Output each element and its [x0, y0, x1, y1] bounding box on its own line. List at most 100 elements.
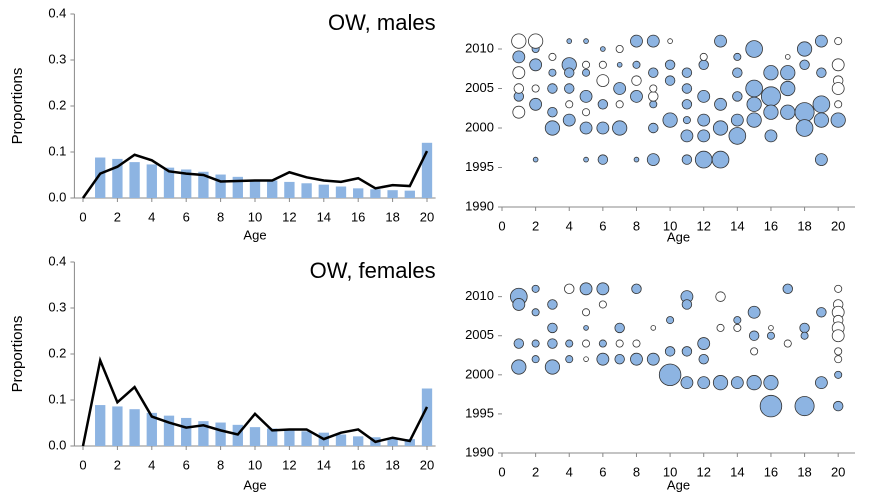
- bubble: [512, 66, 526, 80]
- bubble: [662, 112, 678, 128]
- bar: [353, 188, 364, 198]
- chart-title: OW, females: [310, 258, 436, 283]
- bubble: [795, 119, 814, 137]
- x-tick-label: 20: [420, 457, 434, 472]
- bubble: [565, 100, 574, 109]
- x-tick-label: 14: [317, 209, 331, 224]
- bubble: [730, 113, 744, 127]
- bubble: [598, 300, 607, 309]
- bubble: [583, 325, 589, 331]
- bar: [249, 427, 261, 446]
- bubble: [630, 34, 643, 48]
- bubble: [600, 46, 606, 52]
- x-tick-label: 14: [730, 218, 744, 233]
- bubble: [681, 83, 693, 94]
- bubble: [780, 104, 796, 120]
- bubble: [632, 339, 641, 348]
- bubble: [712, 375, 729, 391]
- bubble: [730, 376, 744, 390]
- bubble: [794, 102, 815, 123]
- bubble: [582, 68, 591, 77]
- bubble: [648, 91, 659, 102]
- x-tick-label: 4: [148, 209, 155, 224]
- bubble: [582, 339, 591, 348]
- bar: [181, 417, 192, 446]
- bar: [335, 186, 347, 198]
- bubble: [648, 67, 659, 78]
- y-axis-label: Proportions: [9, 316, 26, 393]
- bubble: [630, 352, 643, 366]
- bubble: [615, 100, 624, 109]
- bubble: [680, 129, 694, 143]
- bubble: [565, 355, 574, 364]
- y-tick-label: 0.2: [48, 97, 66, 112]
- bubble: [733, 316, 742, 325]
- bubble: [616, 62, 623, 68]
- bubble: [664, 346, 676, 357]
- bar: [404, 439, 415, 446]
- bubble: [579, 282, 593, 296]
- bar: [198, 421, 209, 446]
- bubble: [583, 156, 589, 163]
- x-tick-label: 18: [385, 209, 399, 224]
- bubble: [650, 325, 657, 331]
- bubble: [746, 375, 762, 391]
- bar: [232, 176, 243, 198]
- bubble: [579, 121, 593, 135]
- x-tick-label: 2: [532, 464, 539, 479]
- y-tick-label: 0.2: [48, 345, 66, 360]
- bubble: [633, 156, 640, 163]
- bubble: [698, 59, 709, 71]
- bubble: [648, 122, 659, 134]
- y-tick-label: 0.3: [48, 299, 66, 314]
- bubble: [800, 331, 809, 340]
- bubble: [681, 99, 693, 110]
- bubble: [582, 60, 591, 69]
- x-tick-label: 8: [217, 457, 224, 472]
- bubble: [784, 54, 791, 60]
- x-tick-label: 0: [498, 218, 505, 233]
- bubble: [714, 34, 727, 48]
- bubble: [831, 329, 845, 343]
- x-tick-label: 20: [831, 218, 845, 233]
- bubble: [547, 322, 558, 334]
- bar: [129, 409, 140, 446]
- bubble: [682, 116, 691, 125]
- bubble: [631, 283, 642, 295]
- bubble: [664, 75, 676, 86]
- bubble: [615, 45, 624, 54]
- bubble: [694, 150, 713, 169]
- line: [81, 150, 429, 199]
- y-tick-label: 0.0: [48, 189, 66, 204]
- bubble: [564, 83, 575, 94]
- bubble: [566, 38, 573, 44]
- bar: [129, 162, 140, 198]
- bubble: [681, 299, 693, 310]
- bubble: [658, 363, 682, 387]
- bar: [198, 171, 209, 198]
- bubble: [834, 37, 843, 46]
- bubble: [529, 97, 543, 111]
- bubble: [732, 67, 743, 78]
- bubble: [698, 353, 709, 365]
- bubble: [733, 323, 742, 332]
- bubble: [564, 283, 575, 295]
- bubble: [598, 60, 607, 69]
- y-tick-label: 2000: [465, 366, 494, 381]
- bubble: [814, 153, 828, 167]
- bubble: [649, 100, 658, 109]
- bubble: [579, 90, 593, 103]
- x-tick-label: 8: [633, 464, 640, 479]
- bubble: [582, 308, 591, 317]
- bar: [335, 434, 347, 446]
- bubble: [831, 58, 845, 72]
- x-axis-label: Age: [667, 229, 690, 244]
- bubble: [816, 67, 827, 78]
- bubble: [531, 355, 540, 364]
- x-tick-label: 6: [599, 464, 606, 479]
- bubble: [782, 283, 793, 295]
- bubble: [830, 112, 846, 128]
- bubble: [745, 79, 763, 98]
- bubble: [834, 100, 843, 109]
- bar: [284, 428, 295, 446]
